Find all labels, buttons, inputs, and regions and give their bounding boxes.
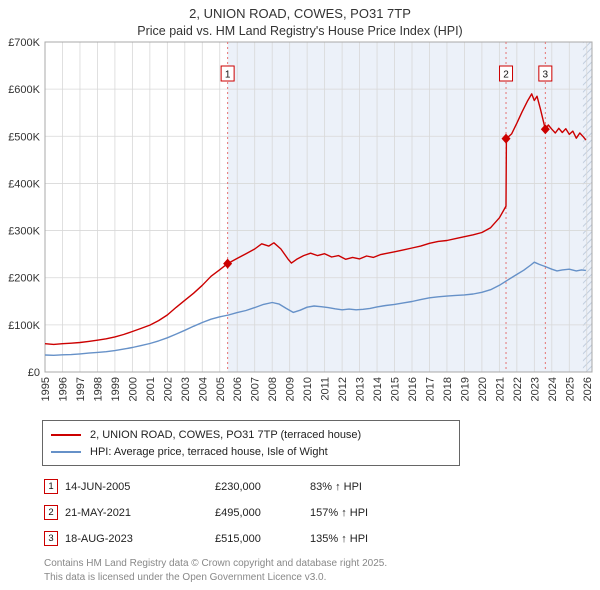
sale-number-badge xyxy=(538,65,553,82)
chart-legend: 2, UNION ROAD, COWES, PO31 7TP (terraced… xyxy=(42,420,460,466)
transaction-hpi-change: 135% ↑ HPI xyxy=(310,532,369,545)
y-axis-tick-label: £600K xyxy=(8,84,40,96)
page-title: 2, UNION ROAD, COWES, PO31 7TP xyxy=(189,6,411,21)
x-axis-tick-label: 2002 xyxy=(162,377,174,401)
x-axis-tick-label: 2003 xyxy=(180,377,192,401)
transaction-row: 2 21-MAY-2021 £495,000 157% ↑ HPI xyxy=(44,505,600,520)
property-price-line xyxy=(44,93,587,346)
x-axis-tick-label: 2001 xyxy=(145,377,157,401)
footer-line-1: Contains HM Land Registry data © Crown c… xyxy=(44,558,388,569)
x-axis-tick-label: 1995 xyxy=(40,377,52,401)
x-axis-tick-label: 2022 xyxy=(512,377,524,401)
license-footer: Contains HM Land Registry data © Crown c… xyxy=(44,557,600,585)
x-axis-tick-label: 2012 xyxy=(337,377,349,401)
legend-swatch-hpi xyxy=(51,450,81,453)
x-axis-tick-label: 2011 xyxy=(320,377,332,401)
x-axis-tick-label: 2006 xyxy=(232,377,244,401)
x-axis-tick-label: 2017 xyxy=(424,377,436,401)
transaction-price: £515,000 xyxy=(215,532,261,545)
sale-number-label: 1 xyxy=(225,70,231,81)
transaction-hpi-change: 83% ↑ HPI xyxy=(310,480,362,493)
x-axis-tick-label: 2007 xyxy=(250,377,262,401)
legend-item-hpi: HPI: Average price, terraced house, Isle… xyxy=(51,443,451,460)
sale-diamond-marker xyxy=(501,133,511,144)
x-axis-tick-label: 2009 xyxy=(285,377,297,401)
transaction-number-badge: 3 xyxy=(44,531,58,546)
transaction-price: £230,000 xyxy=(215,480,261,493)
x-axis-tick-label: 2020 xyxy=(477,377,489,401)
sale-number-badge xyxy=(499,65,514,82)
transaction-row: 3 18-AUG-2023 £515,000 135% ↑ HPI xyxy=(44,531,600,546)
x-axis-tick-label: 2023 xyxy=(529,377,541,401)
x-axis-tick-label: 2016 xyxy=(407,377,419,401)
transaction-date: 21-MAY-2021 xyxy=(65,506,132,519)
transactions-table: 1 14-JUN-2005 £230,000 83% ↑ HPI 2 21-MA… xyxy=(44,479,600,546)
x-axis-tick-label: 2021 xyxy=(494,377,506,401)
sale-number-label: 2 xyxy=(503,70,509,81)
chart-header: 2, UNION ROAD, COWES, PO31 7TP Price pai… xyxy=(0,0,600,38)
transaction-number-badge: 1 xyxy=(44,479,58,494)
y-axis-tick-label: £0 xyxy=(28,367,40,379)
x-axis-tick-label: 2008 xyxy=(267,377,279,401)
plot-border xyxy=(44,41,593,373)
transaction-row: 1 14-JUN-2005 £230,000 83% ↑ HPI xyxy=(44,479,600,494)
transaction-date: 18-AUG-2023 xyxy=(65,532,133,545)
x-axis-tick-label: 2018 xyxy=(442,377,454,401)
legend-swatch-property xyxy=(51,433,81,436)
page-subtitle: Price paid vs. HM Land Registry's House … xyxy=(137,24,463,38)
x-axis-tick-label: 1997 xyxy=(75,377,87,401)
x-axis-tick-label: 2000 xyxy=(127,377,139,401)
price-history-chart: £0 £100K £200K £300K £400K £500K £600K £700K 1 2 3… xyxy=(8,38,594,401)
x-axis-tick-label: 2014 xyxy=(372,377,384,401)
legend-label-property: 2, UNION ROAD, COWES, PO31 7TP (terraced… xyxy=(90,428,362,441)
y-axis-tick-label: £400K xyxy=(8,178,40,190)
y-axis-tick-label: £700K xyxy=(8,38,40,49)
legend-label-hpi: HPI: Average price, terraced house, Isle… xyxy=(90,445,328,458)
x-axis-tick-label: 1998 xyxy=(92,377,104,401)
x-axis-tick-label: 2013 xyxy=(355,377,367,401)
x-axis-tick-label: 2019 xyxy=(459,377,471,401)
sale-diamond-marker xyxy=(540,124,550,135)
transaction-date: 14-JUN-2005 xyxy=(65,480,131,493)
x-axis-tick-label: 1999 xyxy=(110,377,122,401)
x-axis-tick-label: 2005 xyxy=(215,377,227,401)
hpi-line xyxy=(44,261,586,356)
sale-diamond-marker xyxy=(223,258,233,269)
x-axis-tick-label: 1996 xyxy=(57,377,69,401)
x-axis-tick-label: 2024 xyxy=(547,377,559,401)
owned-period-shading xyxy=(227,42,592,372)
footer-line-2: This data is licensed under the Open Gov… xyxy=(44,572,327,583)
transaction-price: £495,000 xyxy=(215,506,261,519)
transaction-number-badge: 2 xyxy=(44,505,58,520)
x-axis-tick-label: 2015 xyxy=(390,377,402,401)
y-axis-tick-label: £100K xyxy=(8,320,40,332)
x-axis-tick-label: 2004 xyxy=(197,377,209,401)
sale-number-badge xyxy=(220,65,235,82)
transaction-hpi-change: 157% ↑ HPI xyxy=(310,506,369,519)
x-axis-tick-label: 2025 xyxy=(564,377,576,401)
future-hatch-band xyxy=(582,42,592,372)
y-axis-tick-label: £200K xyxy=(8,273,40,285)
x-axis-tick-label: 2026 xyxy=(582,377,594,401)
legend-item-property: 2, UNION ROAD, COWES, PO31 7TP (terraced… xyxy=(51,426,451,443)
sale-number-label: 3 xyxy=(543,70,549,81)
y-axis-tick-label: £500K xyxy=(8,131,40,143)
x-axis-tick-label: 2010 xyxy=(302,377,314,401)
y-axis-tick-label: £300K xyxy=(8,226,40,238)
